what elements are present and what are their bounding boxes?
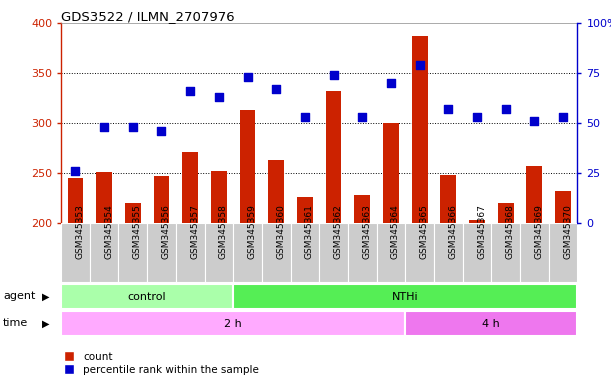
Point: [271, 86, 281, 92]
Bar: [297, 197, 313, 223]
Text: time: time: [3, 318, 28, 328]
Point: [558, 114, 568, 120]
Bar: [97, 172, 112, 223]
Point: [99, 124, 109, 130]
Point: [444, 106, 453, 112]
Text: GSM345369: GSM345369: [535, 204, 543, 259]
Bar: [405, 223, 434, 282]
Bar: [125, 203, 141, 223]
Text: ▶: ▶: [42, 318, 49, 328]
Point: [386, 80, 396, 86]
Point: [156, 128, 166, 134]
Bar: [147, 223, 176, 282]
Text: agent: agent: [3, 291, 35, 301]
Point: [472, 114, 482, 120]
Bar: [376, 223, 405, 282]
Legend: count, percentile rank within the sample: count, percentile rank within the sample: [54, 348, 263, 379]
Bar: [240, 110, 255, 223]
Bar: [354, 195, 370, 223]
Bar: [549, 223, 577, 282]
Text: GDS3522 / ILMN_2707976: GDS3522 / ILMN_2707976: [61, 10, 235, 23]
Text: ▶: ▶: [42, 291, 49, 301]
Bar: [348, 223, 376, 282]
Point: [243, 74, 252, 80]
Point: [530, 118, 540, 124]
Text: GSM345370: GSM345370: [563, 204, 572, 259]
Point: [357, 114, 367, 120]
Text: GSM345358: GSM345358: [219, 204, 228, 259]
Bar: [90, 223, 119, 282]
Bar: [262, 223, 291, 282]
Bar: [119, 223, 147, 282]
Bar: [205, 223, 233, 282]
Point: [501, 106, 511, 112]
Point: [70, 168, 80, 174]
Point: [329, 72, 338, 78]
Bar: [182, 152, 198, 223]
Text: 2 h: 2 h: [224, 318, 242, 329]
Bar: [153, 176, 169, 223]
Text: GSM345354: GSM345354: [104, 204, 113, 259]
Text: GSM345361: GSM345361: [305, 204, 314, 259]
Bar: [211, 171, 227, 223]
Bar: [176, 223, 205, 282]
Text: GSM345366: GSM345366: [448, 204, 457, 259]
Text: GSM345363: GSM345363: [362, 204, 371, 259]
Point: [185, 88, 195, 94]
Text: GSM345362: GSM345362: [334, 204, 343, 259]
Bar: [61, 311, 405, 336]
Bar: [405, 311, 577, 336]
Bar: [268, 160, 284, 223]
Bar: [412, 36, 428, 223]
Bar: [498, 203, 514, 223]
Bar: [291, 223, 319, 282]
Text: GSM345365: GSM345365: [420, 204, 429, 259]
Point: [128, 124, 137, 130]
Bar: [520, 223, 549, 282]
Bar: [61, 284, 233, 309]
Text: GSM345367: GSM345367: [477, 204, 486, 259]
Point: [415, 62, 425, 68]
Bar: [527, 166, 542, 223]
Bar: [319, 223, 348, 282]
Bar: [463, 223, 491, 282]
Bar: [233, 284, 577, 309]
Text: GSM345355: GSM345355: [133, 204, 142, 259]
Bar: [61, 223, 90, 282]
Bar: [326, 91, 342, 223]
Bar: [469, 220, 485, 223]
Text: GSM345353: GSM345353: [75, 204, 84, 259]
Text: 4 h: 4 h: [483, 318, 500, 329]
Bar: [441, 175, 456, 223]
Text: control: control: [128, 291, 166, 302]
Bar: [233, 223, 262, 282]
Text: GSM345359: GSM345359: [247, 204, 257, 259]
Text: GSM345357: GSM345357: [190, 204, 199, 259]
Bar: [68, 178, 83, 223]
Bar: [491, 223, 520, 282]
Text: GSM345368: GSM345368: [506, 204, 514, 259]
Text: GSM345364: GSM345364: [391, 204, 400, 259]
Point: [300, 114, 310, 120]
Bar: [383, 123, 399, 223]
Text: NTHi: NTHi: [392, 291, 419, 302]
Bar: [434, 223, 463, 282]
Bar: [555, 191, 571, 223]
Point: [214, 94, 224, 100]
Text: GSM345356: GSM345356: [161, 204, 170, 259]
Text: GSM345360: GSM345360: [276, 204, 285, 259]
